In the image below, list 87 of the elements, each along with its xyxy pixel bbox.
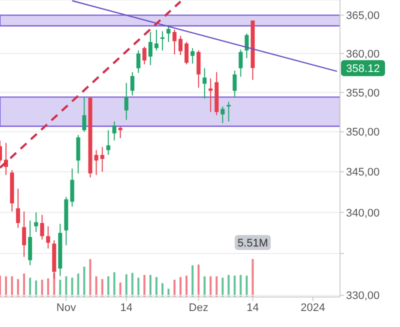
bar: [125, 274, 128, 297]
bar: [174, 280, 176, 297]
bar: [89, 259, 92, 297]
bar: [101, 279, 104, 297]
candlestick: [226, 101, 231, 122]
bar: [5, 276, 8, 297]
bar: [47, 278, 50, 297]
candlestick: [82, 96, 86, 132]
data-label: 5.51M: [237, 238, 268, 250]
bar: [204, 276, 206, 297]
candlestick: [76, 134, 80, 174]
bar: [192, 265, 194, 297]
candlestick: [136, 50, 140, 74]
bar: [131, 272, 134, 297]
candlestick: [70, 168, 74, 208]
bar: [71, 278, 74, 297]
bar: [95, 276, 98, 297]
bar: [210, 276, 212, 297]
bar: [161, 283, 164, 297]
candlestick: [142, 46, 146, 65]
bar: [23, 274, 26, 297]
bar: [228, 274, 230, 297]
candlestick: [130, 72, 134, 96]
bar: [216, 276, 218, 297]
y-tick-label: 360,00: [346, 48, 380, 60]
bar: [17, 279, 20, 297]
bar: [41, 280, 44, 297]
candlestick: [190, 48, 195, 64]
candlestick: [178, 35, 183, 56]
bar: [107, 276, 110, 297]
candlestick: [172, 29, 177, 55]
bar: [155, 277, 158, 297]
bar: [29, 278, 32, 297]
candlestick: [34, 212, 38, 233]
bar: [222, 278, 224, 297]
bar: [119, 282, 122, 297]
bar: [180, 277, 182, 297]
x-tick-label: 14: [246, 302, 259, 314]
bar: [186, 276, 188, 297]
x-tick-label: 2024: [300, 302, 326, 314]
annotation: 358.12: [346, 63, 380, 76]
bar: [234, 276, 236, 297]
bar: [137, 278, 140, 297]
candlestick: [22, 211, 26, 258]
candlestick: [208, 78, 213, 113]
candlestick: [112, 121, 116, 142]
bar: [11, 276, 14, 297]
x-tick-label: Nov: [56, 302, 76, 314]
bar: [246, 276, 248, 297]
candlestick: [166, 24, 170, 42]
candlestick: [28, 220, 32, 266]
bar: [77, 274, 80, 297]
candlestick: [40, 214, 44, 240]
x-tick-label: Dez: [188, 302, 208, 314]
candlestick: [100, 146, 104, 172]
bar: [240, 274, 242, 297]
candlestick: [16, 188, 20, 228]
y-tick-label: 340,00: [346, 207, 380, 220]
candlestick: [184, 41, 189, 65]
y-tick-label: 345,00: [346, 166, 380, 179]
candlestick: [46, 226, 50, 250]
candlestick: [148, 31, 152, 66]
bar: [35, 280, 38, 297]
candlestick: [232, 70, 237, 98]
candlestick: [94, 150, 98, 176]
bar: [143, 274, 146, 297]
candlestick: [106, 130, 110, 156]
bar: [83, 266, 86, 297]
candlestick: [238, 49, 243, 78]
bar: [59, 280, 62, 297]
candlestick: [160, 30, 164, 51]
y-tick-label: 330,00: [346, 290, 380, 302]
candlestick: [220, 106, 225, 124]
y-tick-label: 355,00: [346, 87, 380, 100]
candlestick: [154, 29, 158, 51]
bar: [198, 264, 200, 297]
candlestick: [196, 50, 201, 88]
x-tick-label: 14: [120, 302, 132, 314]
bar: [113, 272, 116, 297]
bar: [149, 274, 152, 297]
y-tick-label: 350,00: [346, 126, 380, 139]
candlestick: [124, 82, 128, 120]
bar: [65, 276, 68, 297]
bar: [252, 259, 254, 297]
candlestick: [244, 33, 249, 59]
y-tick-label: 365,00: [346, 10, 380, 22]
candlestick: [202, 68, 207, 100]
